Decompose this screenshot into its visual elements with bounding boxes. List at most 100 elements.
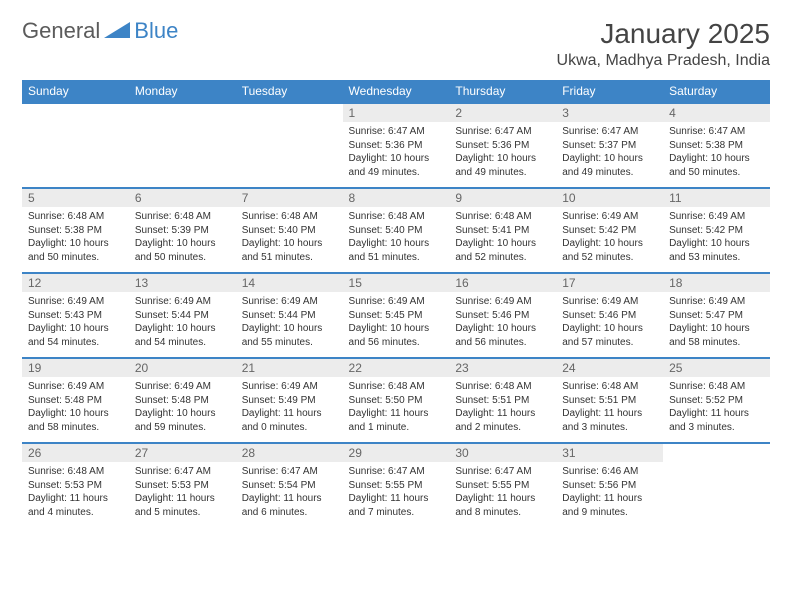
sunset-line: Sunset: 5:36 PM <box>455 139 550 153</box>
calendar-cell: 26Sunrise: 6:48 AMSunset: 5:53 PMDayligh… <box>22 443 129 527</box>
calendar-table: Sunday Monday Tuesday Wednesday Thursday… <box>22 80 770 527</box>
sunset-line: Sunset: 5:40 PM <box>349 224 444 238</box>
calendar-week: 26Sunrise: 6:48 AMSunset: 5:53 PMDayligh… <box>22 443 770 527</box>
sunrise-line: Sunrise: 6:49 AM <box>242 380 337 394</box>
sunset-line: Sunset: 5:52 PM <box>669 394 764 408</box>
calendar-cell: 14Sunrise: 6:49 AMSunset: 5:44 PMDayligh… <box>236 273 343 358</box>
day-number: 8 <box>343 189 450 207</box>
day-header: Saturday <box>663 80 770 103</box>
day-body: Sunrise: 6:48 AMSunset: 5:51 PMDaylight:… <box>556 377 663 442</box>
daylight-line: Daylight: 10 hours and 49 minutes. <box>349 152 444 179</box>
day-body: Sunrise: 6:49 AMSunset: 5:44 PMDaylight:… <box>236 292 343 357</box>
daylight-line: Daylight: 11 hours and 5 minutes. <box>135 492 230 519</box>
sunset-line: Sunset: 5:43 PM <box>28 309 123 323</box>
day-number: 11 <box>663 189 770 207</box>
day-body: Sunrise: 6:48 AMSunset: 5:40 PMDaylight:… <box>343 207 450 272</box>
daylight-line: Daylight: 11 hours and 0 minutes. <box>242 407 337 434</box>
day-number: 28 <box>236 444 343 462</box>
calendar-cell: 15Sunrise: 6:49 AMSunset: 5:45 PMDayligh… <box>343 273 450 358</box>
sunset-line: Sunset: 5:44 PM <box>242 309 337 323</box>
day-body: Sunrise: 6:47 AMSunset: 5:38 PMDaylight:… <box>663 122 770 187</box>
sunset-line: Sunset: 5:55 PM <box>349 479 444 493</box>
calendar-cell: 3Sunrise: 6:47 AMSunset: 5:37 PMDaylight… <box>556 103 663 188</box>
logo-word2: Blue <box>134 18 178 44</box>
sunrise-line: Sunrise: 6:48 AM <box>562 380 657 394</box>
daylight-line: Daylight: 10 hours and 58 minutes. <box>28 407 123 434</box>
calendar-cell: 30Sunrise: 6:47 AMSunset: 5:55 PMDayligh… <box>449 443 556 527</box>
sunset-line: Sunset: 5:54 PM <box>242 479 337 493</box>
day-number: 1 <box>343 104 450 122</box>
sunrise-line: Sunrise: 6:49 AM <box>28 295 123 309</box>
day-body: Sunrise: 6:49 AMSunset: 5:46 PMDaylight:… <box>449 292 556 357</box>
day-number: 19 <box>22 359 129 377</box>
header: General Blue January 2025 Ukwa, Madhya P… <box>22 18 770 70</box>
sunset-line: Sunset: 5:50 PM <box>349 394 444 408</box>
sunset-line: Sunset: 5:47 PM <box>669 309 764 323</box>
sunrise-line: Sunrise: 6:48 AM <box>242 210 337 224</box>
day-number: 9 <box>449 189 556 207</box>
day-number: 29 <box>343 444 450 462</box>
sunrise-line: Sunrise: 6:46 AM <box>562 465 657 479</box>
day-number: 24 <box>556 359 663 377</box>
sunrise-line: Sunrise: 6:47 AM <box>242 465 337 479</box>
day-body: Sunrise: 6:49 AMSunset: 5:48 PMDaylight:… <box>129 377 236 442</box>
sunrise-line: Sunrise: 6:48 AM <box>455 210 550 224</box>
day-body: Sunrise: 6:48 AMSunset: 5:41 PMDaylight:… <box>449 207 556 272</box>
sunrise-line: Sunrise: 6:47 AM <box>562 125 657 139</box>
sunrise-line: Sunrise: 6:48 AM <box>28 210 123 224</box>
daylight-line: Daylight: 11 hours and 6 minutes. <box>242 492 337 519</box>
calendar-cell: 17Sunrise: 6:49 AMSunset: 5:46 PMDayligh… <box>556 273 663 358</box>
calendar-cell: 5Sunrise: 6:48 AMSunset: 5:38 PMDaylight… <box>22 188 129 273</box>
daylight-line: Daylight: 10 hours and 56 minutes. <box>455 322 550 349</box>
daylight-line: Daylight: 10 hours and 54 minutes. <box>135 322 230 349</box>
day-body: Sunrise: 6:48 AMSunset: 5:52 PMDaylight:… <box>663 377 770 442</box>
sunrise-line: Sunrise: 6:48 AM <box>135 210 230 224</box>
sunset-line: Sunset: 5:49 PM <box>242 394 337 408</box>
day-body: Sunrise: 6:47 AMSunset: 5:54 PMDaylight:… <box>236 462 343 527</box>
day-body <box>129 108 236 164</box>
sunrise-line: Sunrise: 6:49 AM <box>562 295 657 309</box>
day-header: Thursday <box>449 80 556 103</box>
sunrise-line: Sunrise: 6:49 AM <box>135 380 230 394</box>
sunrise-line: Sunrise: 6:47 AM <box>455 465 550 479</box>
sunrise-line: Sunrise: 6:47 AM <box>455 125 550 139</box>
calendar-cell: 23Sunrise: 6:48 AMSunset: 5:51 PMDayligh… <box>449 358 556 443</box>
daylight-line: Daylight: 10 hours and 52 minutes. <box>455 237 550 264</box>
sunset-line: Sunset: 5:37 PM <box>562 139 657 153</box>
day-number: 21 <box>236 359 343 377</box>
sunset-line: Sunset: 5:44 PM <box>135 309 230 323</box>
calendar-cell: 8Sunrise: 6:48 AMSunset: 5:40 PMDaylight… <box>343 188 450 273</box>
day-body: Sunrise: 6:47 AMSunset: 5:37 PMDaylight:… <box>556 122 663 187</box>
logo-triangle-icon <box>104 20 130 43</box>
day-body: Sunrise: 6:48 AMSunset: 5:40 PMDaylight:… <box>236 207 343 272</box>
day-header: Friday <box>556 80 663 103</box>
calendar-cell: 2Sunrise: 6:47 AMSunset: 5:36 PMDaylight… <box>449 103 556 188</box>
day-number: 7 <box>236 189 343 207</box>
sunrise-line: Sunrise: 6:49 AM <box>669 210 764 224</box>
sunset-line: Sunset: 5:48 PM <box>135 394 230 408</box>
calendar-week: 19Sunrise: 6:49 AMSunset: 5:48 PMDayligh… <box>22 358 770 443</box>
calendar-week: 5Sunrise: 6:48 AMSunset: 5:38 PMDaylight… <box>22 188 770 273</box>
sunrise-line: Sunrise: 6:49 AM <box>349 295 444 309</box>
day-body: Sunrise: 6:49 AMSunset: 5:44 PMDaylight:… <box>129 292 236 357</box>
sunset-line: Sunset: 5:55 PM <box>455 479 550 493</box>
calendar-cell <box>22 103 129 188</box>
calendar-cell: 9Sunrise: 6:48 AMSunset: 5:41 PMDaylight… <box>449 188 556 273</box>
daylight-line: Daylight: 10 hours and 53 minutes. <box>669 237 764 264</box>
sunrise-line: Sunrise: 6:47 AM <box>349 125 444 139</box>
daylight-line: Daylight: 11 hours and 3 minutes. <box>562 407 657 434</box>
daylight-line: Daylight: 10 hours and 56 minutes. <box>349 322 444 349</box>
calendar-cell: 29Sunrise: 6:47 AMSunset: 5:55 PMDayligh… <box>343 443 450 527</box>
sunset-line: Sunset: 5:41 PM <box>455 224 550 238</box>
calendar-cell: 28Sunrise: 6:47 AMSunset: 5:54 PMDayligh… <box>236 443 343 527</box>
sunrise-line: Sunrise: 6:47 AM <box>135 465 230 479</box>
daylight-line: Daylight: 11 hours and 9 minutes. <box>562 492 657 519</box>
sunset-line: Sunset: 5:53 PM <box>28 479 123 493</box>
day-body: Sunrise: 6:49 AMSunset: 5:45 PMDaylight:… <box>343 292 450 357</box>
sunrise-line: Sunrise: 6:48 AM <box>455 380 550 394</box>
day-number: 3 <box>556 104 663 122</box>
day-number: 15 <box>343 274 450 292</box>
day-number: 17 <box>556 274 663 292</box>
day-body: Sunrise: 6:49 AMSunset: 5:42 PMDaylight:… <box>556 207 663 272</box>
day-number: 5 <box>22 189 129 207</box>
